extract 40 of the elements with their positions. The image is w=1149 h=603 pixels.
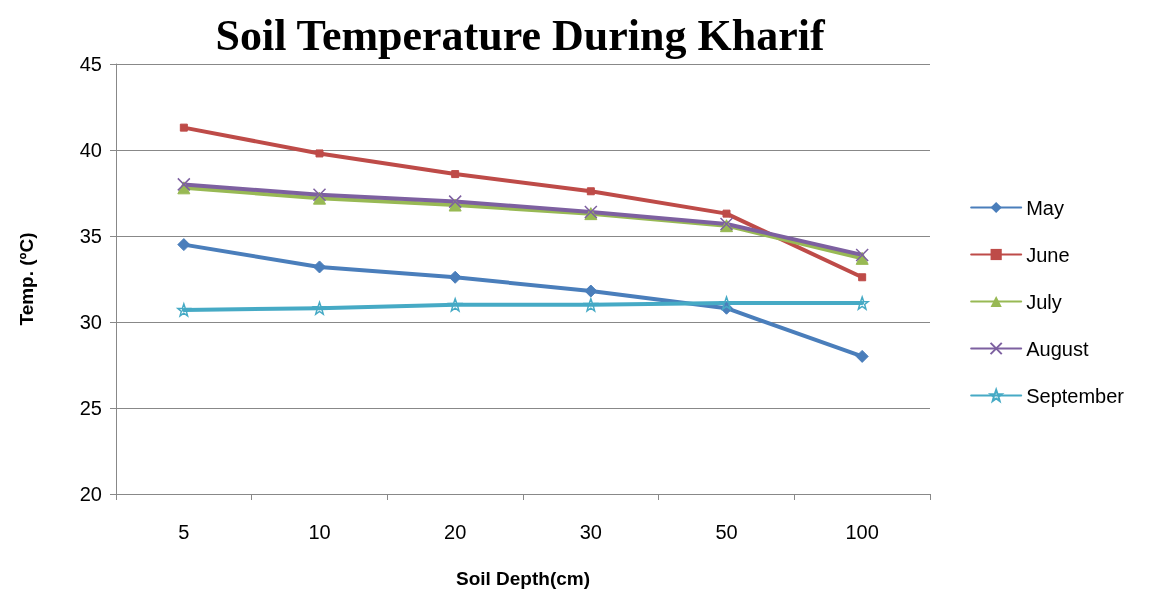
point — [177, 303, 191, 317]
x-tick-label: 10 — [308, 521, 331, 543]
point — [584, 284, 598, 298]
point — [448, 194, 462, 209]
point — [313, 260, 326, 274]
x-tick-label: 20 — [444, 521, 467, 543]
y-tick-label: 30 — [79, 311, 102, 333]
point — [179, 123, 188, 132]
y-tick-label: 40 — [79, 139, 102, 161]
legend-label: September — [1026, 384, 1125, 407]
point — [855, 349, 869, 363]
legend-label: June — [1026, 243, 1070, 266]
point — [312, 187, 327, 202]
y-tick-label: 35 — [79, 225, 102, 247]
point — [448, 298, 462, 312]
x-tick-label: 30 — [579, 521, 602, 543]
legend-label: July — [1026, 290, 1062, 313]
point — [586, 187, 595, 196]
legend-label: August — [1026, 337, 1089, 360]
point — [451, 170, 460, 179]
y-tick-label: 45 — [79, 53, 102, 75]
y-tick-label: 25 — [79, 397, 102, 419]
y-tick-label: 20 — [79, 483, 102, 505]
point — [584, 298, 598, 312]
x-tick-label: 100 — [845, 521, 879, 543]
x-tick-label: 50 — [715, 521, 738, 543]
legend-label: May — [1026, 196, 1064, 219]
y-axis-title: Temp. (ºC) — [16, 232, 37, 326]
point — [722, 209, 731, 218]
point — [177, 177, 191, 192]
point — [719, 296, 734, 310]
point — [315, 149, 324, 158]
chart-title: Soil Temperature During Kharif — [215, 10, 826, 60]
x-axis-title: Soil Depth(cm) — [455, 568, 591, 589]
point — [448, 270, 462, 284]
point — [312, 301, 327, 315]
x-tick-label: 5 — [178, 521, 190, 543]
point — [177, 238, 191, 252]
point — [858, 273, 867, 282]
point — [855, 296, 869, 310]
